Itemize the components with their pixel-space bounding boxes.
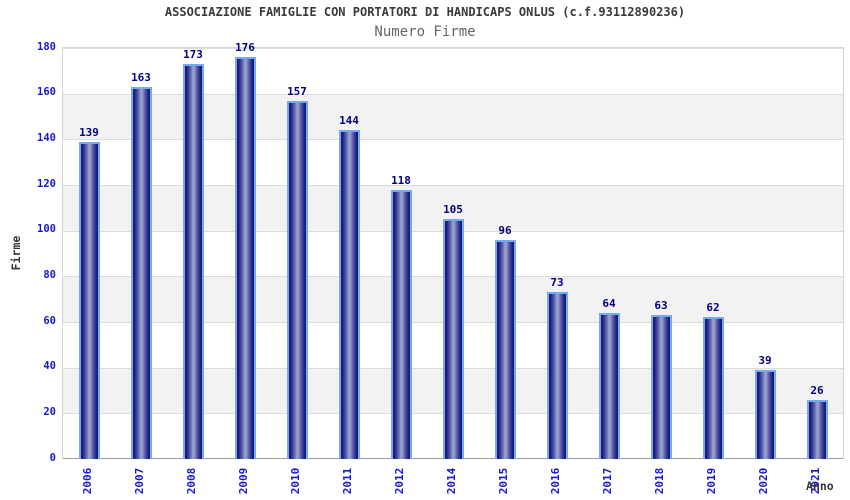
bar-value-label: 105 <box>443 203 463 217</box>
bar-value-label: 63 <box>654 299 668 313</box>
plot-area: 139 163 173 176 157 144 118 105 96 73 64 63 62 39 26 <box>62 41 844 459</box>
bar-value-label: 157 <box>287 84 307 98</box>
gridline <box>63 139 843 141</box>
bar <box>130 86 152 459</box>
bar-value-label: 73 <box>550 276 564 290</box>
bar <box>286 100 308 459</box>
y-tick-label: 0 <box>49 451 56 464</box>
y-tick-label: 20 <box>43 405 56 418</box>
y-tick-label: 120 <box>37 177 56 190</box>
x-tick-label: 2006 <box>81 467 94 495</box>
gridline <box>63 185 843 186</box>
x-tick-label: 2009 <box>237 467 250 495</box>
chart-title: ASSOCIAZIONE FAMIGLIE CON PORTATORI DI H… <box>164 5 686 19</box>
x-tick-label: 2020 <box>757 467 770 495</box>
y-tick-label: 180 <box>37 40 56 53</box>
bar-value-label: 62 <box>706 301 720 315</box>
y-tick-label: 100 <box>37 223 56 236</box>
y-tick-label: 40 <box>43 360 56 373</box>
bar-value-label: 173 <box>183 47 203 61</box>
bar <box>494 239 516 459</box>
bar-value-label: 64 <box>602 296 616 310</box>
y-tick-label: 160 <box>37 86 56 99</box>
bar <box>338 130 360 459</box>
y-tick-label: 80 <box>43 268 56 281</box>
gridline <box>63 93 843 95</box>
bar <box>806 399 828 459</box>
bar <box>702 317 724 459</box>
bar <box>234 57 256 459</box>
y-tick-label: 140 <box>37 131 56 144</box>
bar-value-label: 139 <box>79 125 99 139</box>
bar <box>754 369 776 459</box>
bar <box>390 189 412 459</box>
x-tick-label: 2017 <box>601 467 614 495</box>
x-tick-label: 2015 <box>497 467 510 495</box>
plot-band <box>63 93 843 140</box>
bar <box>182 63 204 459</box>
bar <box>650 315 672 459</box>
bar-value-label: 176 <box>235 41 255 55</box>
bar <box>78 141 100 459</box>
bar-value-label: 26 <box>810 383 824 397</box>
x-tick-label: 2018 <box>653 467 666 495</box>
x-tick-label: 2016 <box>549 467 562 495</box>
x-tick-label: 2008 <box>185 467 198 495</box>
bar-value-label: 118 <box>391 173 411 187</box>
bar <box>442 219 464 459</box>
x-tick-label: 2007 <box>133 467 146 495</box>
x-tick-label: 2019 <box>705 467 718 495</box>
x-tick-label: 2012 <box>393 467 406 495</box>
chart-subtitle: Numero Firme <box>374 24 476 40</box>
bar-value-label: 96 <box>498 223 512 237</box>
bar-value-label: 39 <box>758 353 772 367</box>
x-tick-label: 2014 <box>445 467 458 495</box>
x-tick-label: 2011 <box>341 467 354 495</box>
x-tick-label: 2010 <box>289 467 302 495</box>
bar <box>546 292 568 459</box>
bar-value-label: 163 <box>131 70 151 84</box>
x-axis-title: Anno <box>806 479 834 493</box>
bar <box>598 312 620 459</box>
y-axis-title: Firme <box>9 235 23 270</box>
y-tick-label: 60 <box>43 314 56 327</box>
gridline <box>63 48 843 49</box>
bar-value-label: 144 <box>339 114 359 128</box>
